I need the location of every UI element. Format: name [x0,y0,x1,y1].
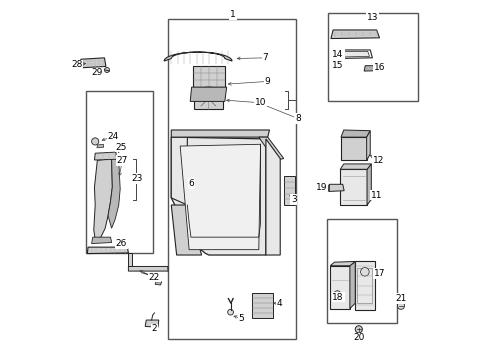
Bar [167,19,296,339]
Bar [251,293,272,318]
Polygon shape [94,152,116,160]
Polygon shape [340,130,369,137]
Bar [329,266,349,309]
Polygon shape [330,30,379,39]
Polygon shape [335,51,369,57]
Text: 10: 10 [255,98,266,107]
Text: 17: 17 [373,269,385,278]
Bar [354,261,374,310]
Polygon shape [328,184,344,192]
Text: 6: 6 [188,179,194,188]
Bar [192,66,224,87]
Polygon shape [171,205,201,255]
Polygon shape [328,184,329,192]
Text: 28: 28 [71,60,82,69]
Polygon shape [180,144,260,249]
Text: 18: 18 [332,293,343,302]
Text: 1: 1 [230,10,236,19]
Polygon shape [364,66,380,71]
Polygon shape [329,261,354,266]
Text: 8: 8 [295,114,300,123]
Text: 7: 7 [262,53,267,62]
Polygon shape [91,237,111,244]
Text: 23: 23 [131,174,142,183]
Circle shape [397,302,404,309]
Bar [326,219,397,323]
Polygon shape [171,130,269,137]
Bar [340,169,366,205]
Polygon shape [128,253,132,266]
Text: 22: 22 [148,273,160,282]
Text: 4: 4 [276,299,282,308]
Text: 15: 15 [332,61,343,70]
Bar [357,268,371,303]
Bar [340,137,366,160]
Text: 2: 2 [151,324,157,333]
Bar [283,176,294,205]
Circle shape [104,67,109,72]
Text: 3: 3 [290,195,296,204]
Polygon shape [183,166,192,181]
Text: 14: 14 [332,50,343,59]
Circle shape [332,64,336,68]
Polygon shape [171,137,187,205]
Polygon shape [128,266,168,271]
Circle shape [360,267,368,276]
Text: 9: 9 [264,77,270,86]
Text: 11: 11 [370,190,382,199]
Polygon shape [97,144,103,148]
Text: 20: 20 [352,333,364,342]
Polygon shape [145,320,159,327]
Polygon shape [258,137,283,160]
Polygon shape [155,282,162,285]
Text: 12: 12 [372,156,384,165]
Polygon shape [265,139,280,255]
Circle shape [333,291,340,298]
Polygon shape [203,87,213,91]
Polygon shape [171,137,265,255]
Polygon shape [349,261,354,309]
Text: 19: 19 [315,183,326,192]
Polygon shape [80,58,106,68]
Text: 16: 16 [373,63,385,72]
Circle shape [354,326,362,333]
Bar [193,89,223,109]
Bar [85,91,153,253]
Polygon shape [164,52,231,61]
Text: 21: 21 [394,294,406,303]
Text: 24: 24 [107,132,119,141]
Circle shape [91,138,99,145]
Polygon shape [87,247,128,253]
Polygon shape [94,158,112,239]
Polygon shape [190,87,226,102]
Bar [328,13,417,102]
Text: 26: 26 [115,239,127,248]
Text: 27: 27 [117,156,128,165]
Text: 13: 13 [366,13,377,22]
Text: 5: 5 [238,314,244,323]
Polygon shape [366,164,370,205]
Polygon shape [340,164,370,169]
Polygon shape [366,131,369,160]
Text: 25: 25 [115,143,127,152]
Circle shape [227,309,233,315]
Text: 29: 29 [91,68,103,77]
Polygon shape [108,158,120,228]
